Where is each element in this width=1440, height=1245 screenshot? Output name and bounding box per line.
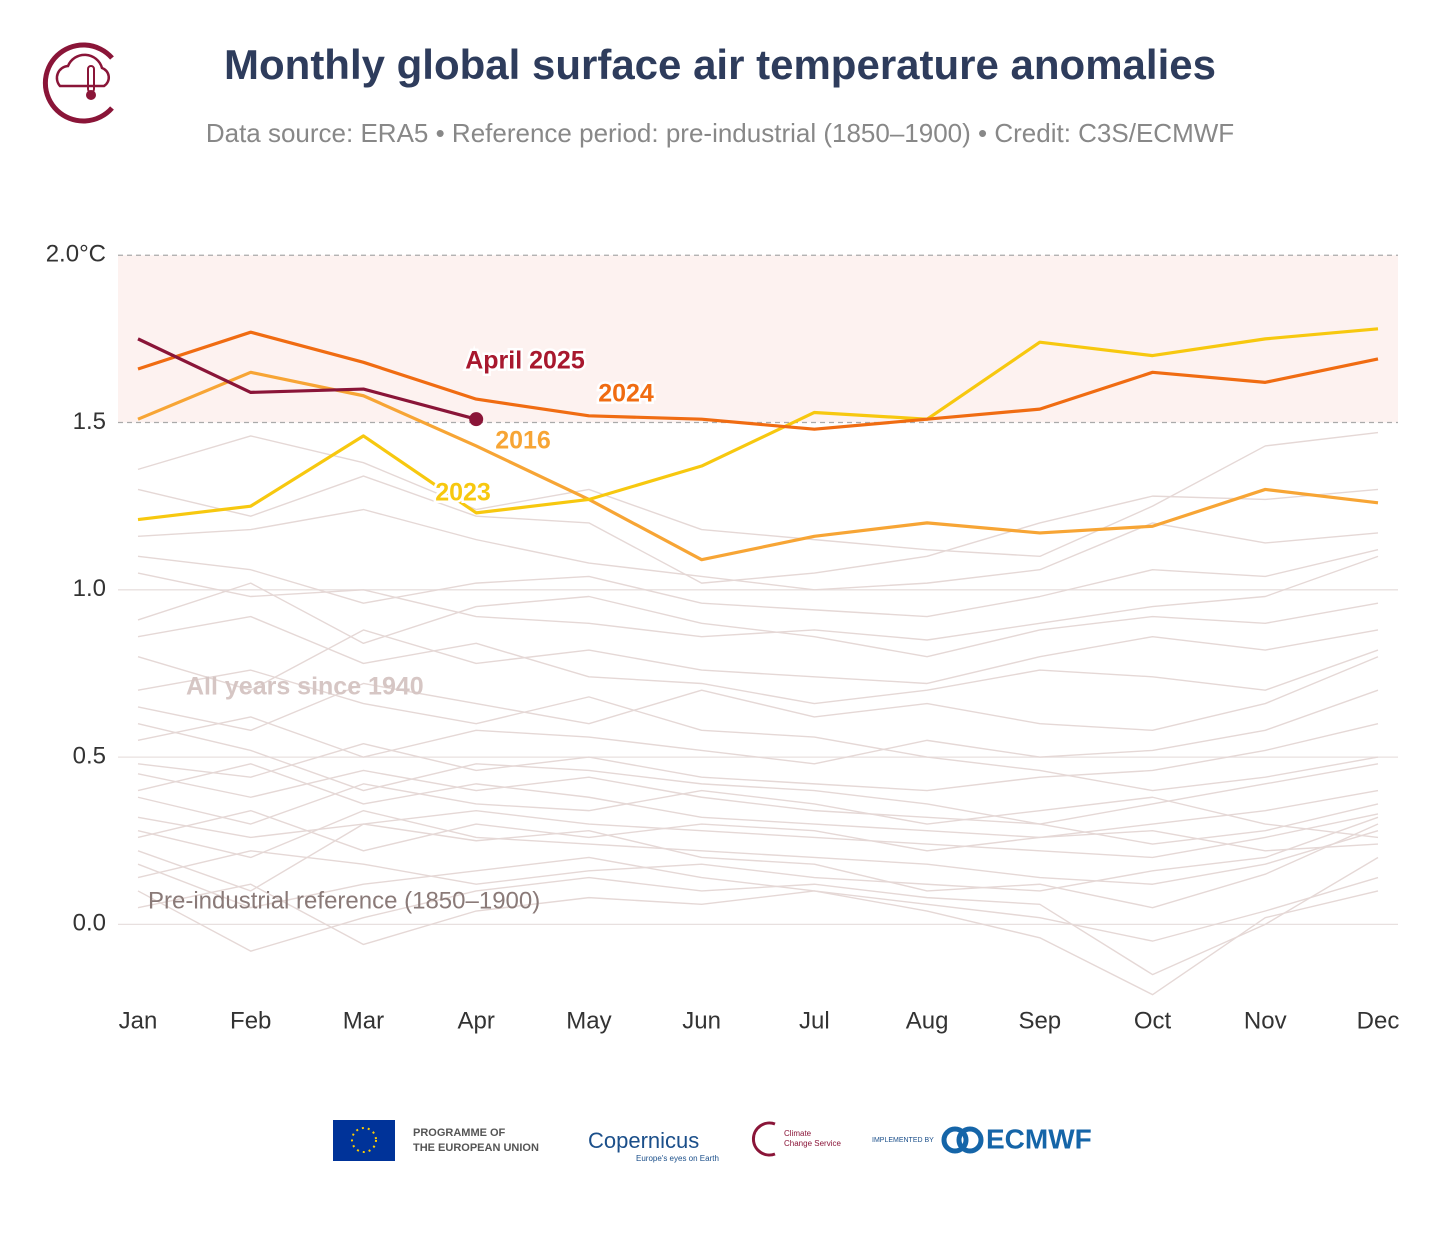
background-line <box>137 856 1379 976</box>
plot-area: 0.0 0.5 1.0 1.5 2.0°C Jan Feb Mar Apr May Jun Jul Au… <box>46 241 1400 1035</box>
footer: PROGRAMME OF THE EUROPEAN UNION Copernic… <box>333 1120 1092 1163</box>
shaded-band <box>118 255 1398 423</box>
footer-text: Change Service <box>784 1139 841 1148</box>
background-line <box>137 669 1379 792</box>
background-line <box>137 823 1379 909</box>
y-tick-label: 0.5 <box>73 742 106 769</box>
background-line <box>137 856 1379 942</box>
x-tick-label: Dec <box>1357 1007 1400 1034</box>
background-line <box>137 629 1379 691</box>
x-tick-label: Jul <box>799 1007 830 1034</box>
series-line <box>137 330 1379 431</box>
footer-text: ECMWF <box>986 1123 1092 1154</box>
x-tick-label: Jan <box>119 1007 158 1034</box>
footer-text: THE EUROPEAN UNION <box>413 1142 539 1154</box>
x-tick-label: Jun <box>682 1007 721 1034</box>
background-line <box>137 722 1379 792</box>
x-tick-label: Aug <box>906 1007 949 1034</box>
footer-text: Climate <box>784 1129 812 1138</box>
background-line <box>137 809 1379 859</box>
footer-text: Europe's eyes on Earth <box>636 1154 719 1163</box>
background-line <box>137 809 1379 852</box>
end-point <box>469 412 484 427</box>
background-line <box>137 763 1379 825</box>
background-line <box>137 883 1379 996</box>
x-tick-label: Oct <box>1134 1007 1172 1034</box>
background-line <box>137 615 1379 705</box>
annotation: All years since 1940 <box>186 673 424 701</box>
background-line <box>137 431 1379 558</box>
background-line <box>137 722 1379 845</box>
background-line <box>137 555 1379 641</box>
x-tick-label: Mar <box>343 1007 384 1034</box>
footer-text: IMPLEMENTED BY <box>872 1137 934 1144</box>
x-tick-label: Sep <box>1018 1007 1061 1034</box>
x-tick-label: Nov <box>1244 1007 1287 1034</box>
background-line <box>137 656 1379 732</box>
background-line <box>137 816 1379 892</box>
annotation: Pre-industrial reference (1850–1900) <box>148 887 540 914</box>
title: Monthly global surface air temperature a… <box>224 41 1216 88</box>
series-line <box>137 370 1379 562</box>
series-label: 2016 <box>495 427 551 455</box>
background-line <box>137 548 1379 618</box>
background-line <box>137 475 1379 584</box>
series-line <box>137 327 1379 522</box>
footer-text: Copernicus <box>588 1128 699 1153</box>
series-label: April 2025 <box>465 347 585 375</box>
x-tick-label: May <box>566 1007 611 1034</box>
y-tick-label: 0.0 <box>73 910 106 937</box>
background-line <box>137 582 1379 658</box>
series-line <box>137 337 477 421</box>
y-tick-label: 1.0 <box>73 575 106 602</box>
series-label: 2024 <box>598 380 654 408</box>
series-label: 2023 <box>435 479 491 507</box>
background-line <box>137 783 1379 839</box>
background-line <box>137 508 1379 591</box>
footer-text: PROGRAMME OF <box>413 1127 506 1139</box>
y-tick-label: 1.5 <box>73 408 106 435</box>
background-line <box>137 763 1379 839</box>
x-tick-label: Feb <box>230 1007 271 1034</box>
background-line <box>137 809 1379 885</box>
background-line <box>137 689 1379 765</box>
x-tick-label: Apr <box>458 1007 495 1034</box>
subtitle: Data source: ERA5 • Reference period: pr… <box>206 118 1234 148</box>
logo <box>42 42 114 124</box>
y-tick-label: 2.0°C <box>46 241 106 268</box>
